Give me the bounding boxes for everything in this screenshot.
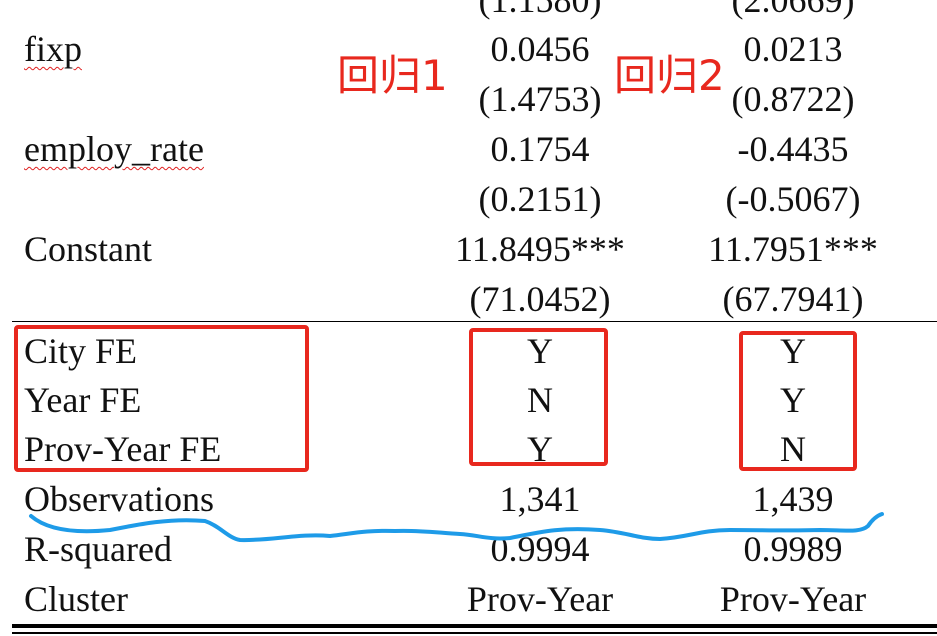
cell-col2: Y — [780, 331, 806, 371]
table-row-cluster: Cluster Prov-Year Prov-Year — [0, 574, 937, 624]
table-row-constant: Constant 11.8495*** 11.7951*** — [0, 224, 937, 274]
cell-col1: 0.9994 — [490, 529, 590, 569]
cell-col2: (0.8722) — [731, 79, 855, 119]
cell-col2: 11.7951*** — [708, 229, 878, 269]
cell-col1: 1,341 — [499, 479, 581, 519]
cell-col2: (2.0669) — [731, 0, 855, 20]
cell-col1: 11.8495*** — [455, 229, 625, 269]
row-label: Prov-Year FE — [24, 429, 222, 469]
cell-col1: N — [527, 380, 553, 420]
table-row-fixp: fixp 0.0456 0.0213 — [0, 24, 937, 74]
cell-col2: (67.7941) — [722, 279, 864, 319]
table-bottom-rule — [12, 624, 937, 628]
cell-col2: Y — [780, 380, 806, 420]
cell-col1: 0.1754 — [490, 129, 590, 169]
row-label: City FE — [24, 331, 138, 371]
row-label: fixp — [24, 29, 82, 69]
cell-col2: -0.4435 — [737, 129, 849, 169]
cell-col1: 0.0456 — [490, 29, 590, 69]
row-label: Cluster — [24, 579, 128, 619]
table-divider — [12, 321, 937, 322]
cell-col2: 0.9989 — [743, 529, 843, 569]
cell-col1: (1.1580) — [478, 0, 602, 20]
table-row-partial: (1.1580) (2.0669) — [0, 0, 937, 25]
table-row-employ-rate: employ_rate 0.1754 -0.4435 — [0, 124, 937, 174]
table-row-constant-t: (71.0452) (67.7941) — [0, 274, 937, 324]
cell-col1: (71.0452) — [469, 279, 611, 319]
table-row-year-fe: Year FE N Y — [0, 375, 937, 425]
table-row-fixp-t: (1.4753) (0.8722) — [0, 74, 937, 124]
row-label: Year FE — [24, 380, 142, 420]
cell-col2: (-0.5067) — [725, 179, 861, 219]
table-bottom-rule-inner — [12, 632, 937, 634]
cell-col2: 0.0213 — [743, 29, 843, 69]
annotation-regression-1: 回归1 — [337, 51, 448, 100]
cell-col2: N — [780, 429, 806, 469]
row-label: Observations — [24, 479, 214, 519]
table-row-employ-rate-t: (0.2151) (-0.5067) — [0, 174, 937, 224]
cell-col1: (1.4753) — [478, 79, 602, 119]
cell-col1: Y — [527, 331, 553, 371]
annotation-box-col1-fe — [469, 328, 608, 466]
row-label: employ_rate — [24, 129, 204, 169]
annotation-box-fe-labels — [14, 325, 309, 472]
cell-col1: Prov-Year — [466, 579, 614, 619]
cell-col2: Prov-Year — [719, 579, 867, 619]
annotation-box-col2-fe — [739, 331, 857, 471]
cell-col2: 1,439 — [752, 479, 834, 519]
table-row-observations: Observations 1,341 1,439 — [0, 474, 937, 524]
table-row-city-fe: City FE Y Y — [0, 326, 937, 376]
table-row-r-squared: R-squared 0.9994 0.9989 — [0, 524, 937, 574]
row-label: Constant — [24, 229, 153, 269]
annotation-regression-2: 回归2 — [614, 51, 725, 100]
cell-col1: (0.2151) — [478, 179, 602, 219]
row-label: R-squared — [24, 529, 172, 569]
